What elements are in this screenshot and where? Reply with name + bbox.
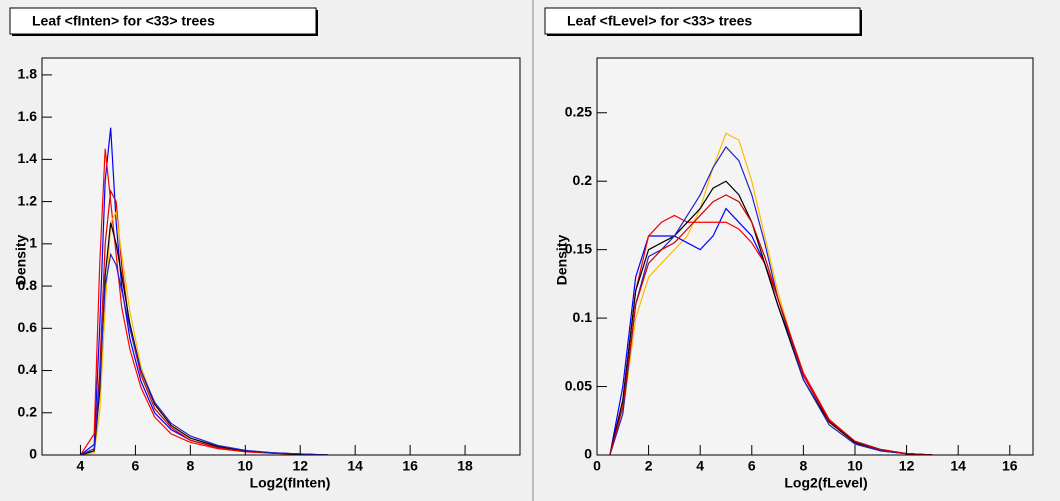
y-tick-label: 1.2 <box>18 192 38 208</box>
y-tick-label: 0.6 <box>18 319 38 335</box>
x-tick-label: 6 <box>748 458 756 474</box>
x-tick-label: 8 <box>186 458 194 474</box>
x-tick-label: 12 <box>899 458 915 474</box>
x-tick-label: 6 <box>132 458 140 474</box>
density-curve <box>609 180 933 455</box>
curves <box>79 127 328 455</box>
title-box <box>544 7 861 35</box>
y-tick-label: 1 <box>29 235 37 251</box>
x-tick-label: 18 <box>457 458 473 474</box>
y-axis-label: Density <box>13 235 29 286</box>
density-curve <box>80 252 328 455</box>
x-tick-label: 16 <box>1002 458 1018 474</box>
x-tick-label: 16 <box>402 458 418 474</box>
y-tick-label: 0.2 <box>573 172 593 188</box>
title-box <box>9 7 317 35</box>
y-tick-label: 0.2 <box>18 403 38 419</box>
y-tick-label: 0.15 <box>565 240 592 256</box>
x-tick-label: 12 <box>292 458 308 474</box>
x-tick-label: 4 <box>696 458 704 474</box>
curves <box>609 132 933 455</box>
x-tick-label: 14 <box>347 458 363 474</box>
plot-frame <box>41 57 521 456</box>
x-tick-label: 0 <box>593 458 601 474</box>
y-axis-label: Density <box>554 235 570 286</box>
y-tick-label: 1.6 <box>18 108 38 124</box>
x-tick-label: 8 <box>799 458 807 474</box>
y-tick-label: 0 <box>29 446 37 462</box>
x-tick-label: 2 <box>645 458 653 474</box>
x-tick-label: 4 <box>77 458 85 474</box>
plot-frame <box>596 57 1034 456</box>
x-axis-label: Log2(fInten) <box>250 475 331 491</box>
x-tick-label: 10 <box>847 458 863 474</box>
y-tick-label: 0.05 <box>565 377 592 393</box>
x-tick-label: 10 <box>237 458 253 474</box>
plot-area <box>42 58 520 455</box>
y-tick-label: 0.1 <box>573 309 593 325</box>
y-tick-label: 1.4 <box>18 150 38 166</box>
y-tick-label: 1.8 <box>18 66 38 82</box>
y-tick-label: 0.25 <box>565 103 592 119</box>
x-tick-label: 14 <box>950 458 966 474</box>
chart-title: Leaf <fLevel> for <33> trees <box>567 13 752 29</box>
density-curve <box>609 146 933 455</box>
y-tick-label: 0.4 <box>18 361 38 377</box>
chart-title: Leaf <fInten> for <33> trees <box>32 13 215 29</box>
y-tick-label: 0 <box>584 446 592 462</box>
y-tick-label: 0.8 <box>18 277 38 293</box>
x-axis-label: Log2(fLevel) <box>784 475 867 491</box>
plot-area <box>597 58 1033 455</box>
density-curve <box>609 194 933 455</box>
